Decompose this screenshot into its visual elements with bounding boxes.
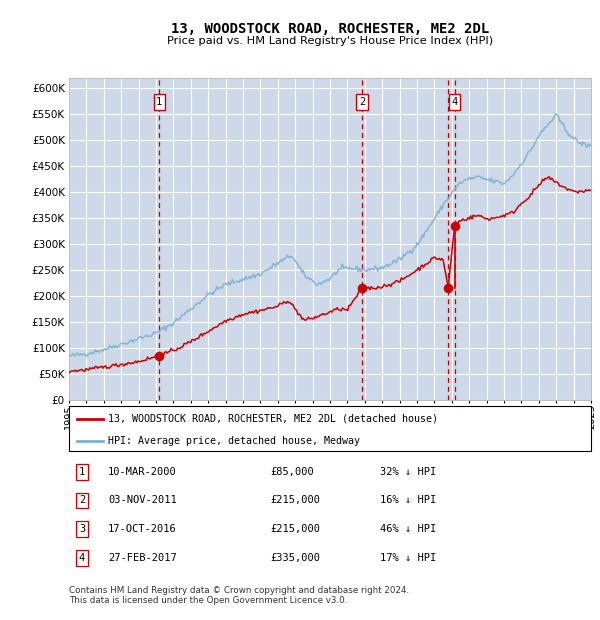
Text: 1: 1 [79, 467, 85, 477]
Text: 1: 1 [156, 97, 163, 107]
Text: 32% ↓ HPI: 32% ↓ HPI [380, 467, 436, 477]
Text: 4: 4 [79, 553, 85, 563]
Text: 03-NOV-2011: 03-NOV-2011 [108, 495, 177, 505]
Point [357, 283, 367, 293]
Text: 3: 3 [79, 524, 85, 534]
Text: Contains HM Land Registry data © Crown copyright and database right 2024.
This d: Contains HM Land Registry data © Crown c… [69, 586, 409, 605]
Text: 13, WOODSTOCK ROAD, ROCHESTER, ME2 2DL (detached house): 13, WOODSTOCK ROAD, ROCHESTER, ME2 2DL (… [108, 414, 438, 424]
Text: HPI: Average price, detached house, Medway: HPI: Average price, detached house, Medw… [108, 436, 360, 446]
Text: 2: 2 [359, 97, 365, 107]
Text: 13, WOODSTOCK ROAD, ROCHESTER, ME2 2DL: 13, WOODSTOCK ROAD, ROCHESTER, ME2 2DL [171, 22, 489, 36]
Text: 46% ↓ HPI: 46% ↓ HPI [380, 524, 436, 534]
Text: £215,000: £215,000 [270, 524, 320, 534]
Text: 10-MAR-2000: 10-MAR-2000 [108, 467, 177, 477]
Text: £85,000: £85,000 [270, 467, 314, 477]
Point [450, 221, 460, 231]
Text: 2: 2 [79, 495, 85, 505]
Text: 16% ↓ HPI: 16% ↓ HPI [380, 495, 436, 505]
Text: Price paid vs. HM Land Registry's House Price Index (HPI): Price paid vs. HM Land Registry's House … [167, 36, 493, 46]
Text: £335,000: £335,000 [270, 553, 320, 563]
Point [155, 351, 164, 361]
Text: 4: 4 [451, 97, 458, 107]
Point [443, 283, 453, 293]
Text: £215,000: £215,000 [270, 495, 320, 505]
Text: 27-FEB-2017: 27-FEB-2017 [108, 553, 177, 563]
Text: 17-OCT-2016: 17-OCT-2016 [108, 524, 177, 534]
Text: 17% ↓ HPI: 17% ↓ HPI [380, 553, 436, 563]
